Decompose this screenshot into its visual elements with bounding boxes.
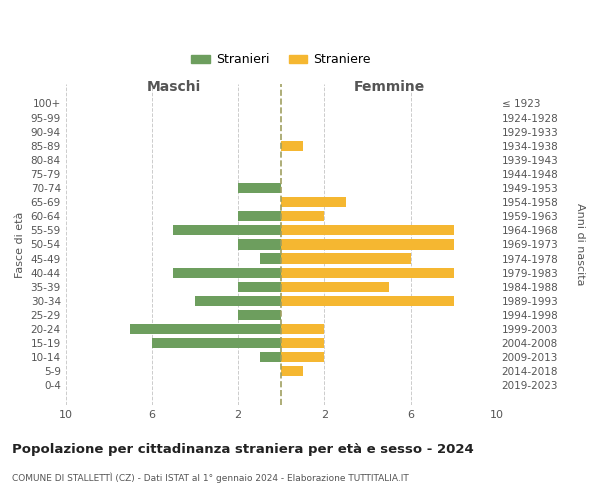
Bar (152, 338, 281, 348)
Bar (281, 268, 454, 278)
Bar (281, 226, 454, 235)
Bar (281, 211, 325, 222)
Bar (281, 324, 325, 334)
Bar (281, 366, 303, 376)
Bar (238, 310, 281, 320)
Bar (130, 324, 281, 334)
Text: Femmine: Femmine (353, 80, 425, 94)
Text: COMUNE DI STALLETTÌ (CZ) - Dati ISTAT al 1° gennaio 2024 - Elaborazione TUTTITAL: COMUNE DI STALLETTÌ (CZ) - Dati ISTAT al… (12, 472, 409, 483)
Bar (173, 226, 281, 235)
Bar (260, 254, 281, 264)
Bar (281, 282, 389, 292)
Bar (281, 140, 303, 151)
Y-axis label: Fasce di età: Fasce di età (15, 212, 25, 278)
Bar (238, 282, 281, 292)
Bar (281, 197, 346, 207)
Bar (238, 211, 281, 222)
Bar (238, 240, 281, 250)
Bar (281, 338, 325, 348)
Bar (281, 254, 410, 264)
Text: Popolazione per cittadinanza straniera per età e sesso - 2024: Popolazione per cittadinanza straniera p… (12, 442, 474, 456)
Bar (260, 352, 281, 362)
Legend: Stranieri, Straniere: Stranieri, Straniere (187, 48, 376, 72)
Bar (281, 352, 325, 362)
Bar (281, 240, 454, 250)
Bar (173, 268, 281, 278)
Bar (195, 296, 281, 306)
Y-axis label: Anni di nascita: Anni di nascita (575, 203, 585, 285)
Text: Maschi: Maschi (146, 80, 200, 94)
Bar (281, 296, 454, 306)
Bar (238, 183, 281, 193)
